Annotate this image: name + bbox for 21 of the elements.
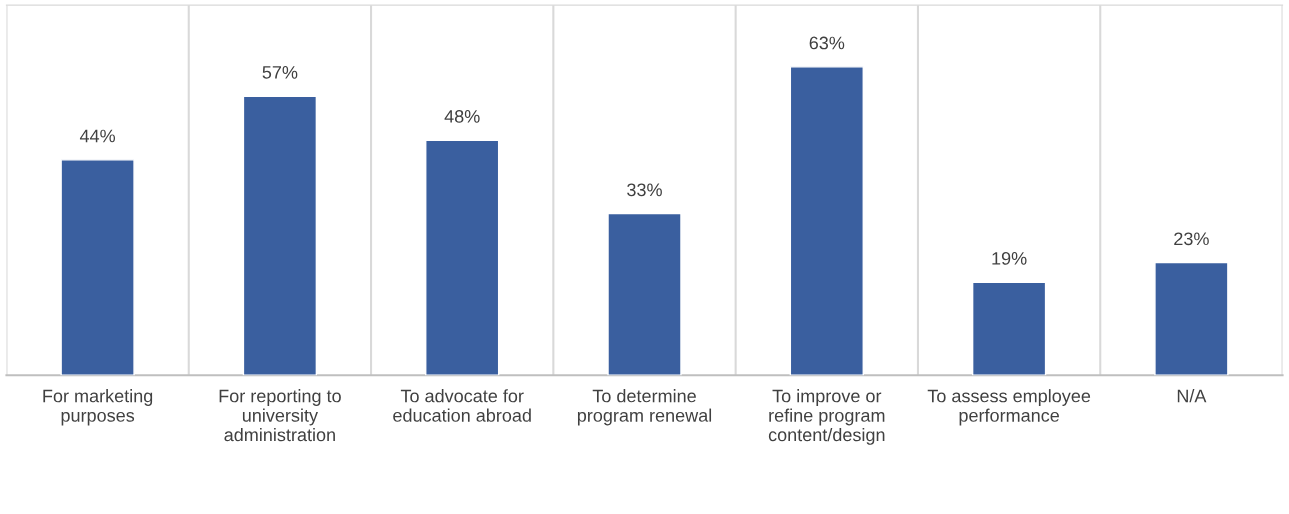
data-label: 48%: [444, 110, 480, 123]
data-label: 23%: [1174, 232, 1209, 246]
bar: [971, 281, 1047, 376]
data-label: 19%: [992, 251, 1027, 265]
data-label: 44%: [79, 129, 116, 143]
bar: [607, 212, 682, 376]
bar: [242, 95, 318, 376]
data-label: 57%: [262, 66, 298, 79]
x-tick-label: N/A: [1177, 389, 1207, 403]
x-tick-label: To assess employee performance: [927, 389, 1091, 426]
bar: [60, 159, 135, 376]
x-tick-label: For marketing purposes: [43, 389, 153, 426]
x-tick-label: To determine program renewal: [577, 389, 712, 426]
bar: [1154, 261, 1229, 376]
x-tick-label: To advocate for education abroad: [393, 389, 531, 422]
x-tick-label: To improve or refine program content/design: [768, 389, 885, 445]
x-tick-label: For reporting to university administration: [219, 389, 341, 442]
bar: [425, 139, 500, 376]
bar: [789, 66, 864, 376]
data-label: 63%: [809, 36, 845, 50]
data-label: 33%: [627, 183, 662, 197]
